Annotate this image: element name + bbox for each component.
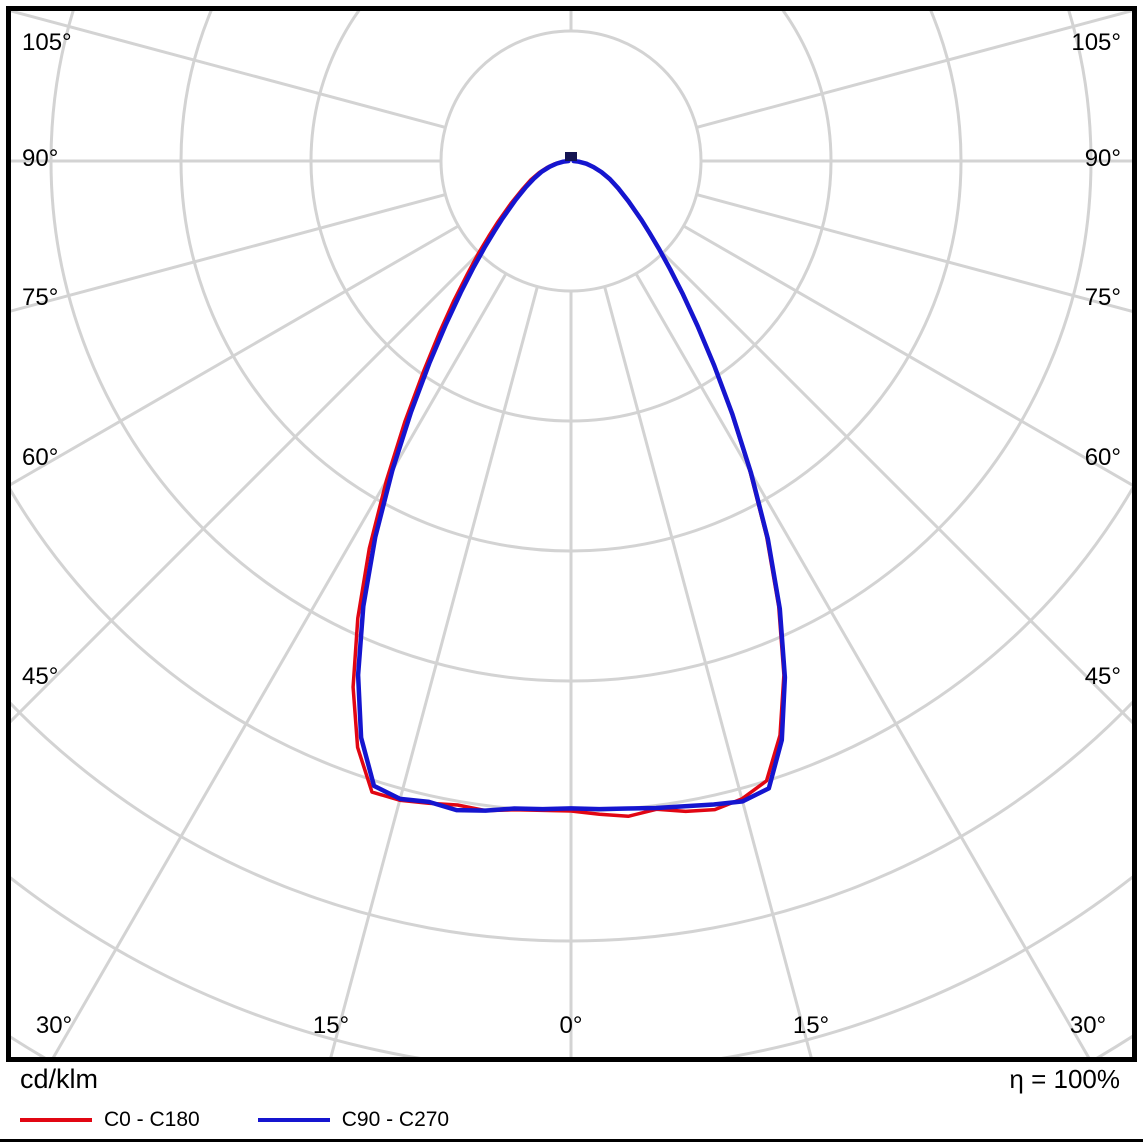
peak-marker bbox=[565, 152, 577, 161]
units-label: cd/klm bbox=[20, 1064, 99, 1094]
legend-bar: cd/klm η = 100% C0 - C180 C90 - C270 bbox=[0, 1062, 1143, 1143]
grid-angle-line bbox=[11, 193, 446, 313]
grid-angle-line bbox=[682, 224, 1132, 487]
legend: C0 - C180 C90 - C270 bbox=[20, 1108, 507, 1132]
grid-angle-line bbox=[11, 251, 481, 724]
angle-label-left: 75° bbox=[22, 284, 58, 311]
grid-angle-line bbox=[329, 286, 539, 1057]
grid-angle-line bbox=[11, 224, 460, 487]
bottom-rule bbox=[0, 1139, 1143, 1142]
grid-angle-line bbox=[51, 272, 508, 1057]
grid-angle-line bbox=[661, 251, 1132, 725]
angle-label-left: 105° bbox=[22, 29, 72, 56]
efficiency-label: η = 100% bbox=[1009, 1064, 1120, 1094]
grid-angle-line bbox=[11, 11, 446, 129]
angle-label-right: 105° bbox=[1071, 29, 1121, 56]
angle-label-left: 60° bbox=[22, 444, 58, 471]
polar-plot-frame: 105° 90° 75° 60° 45° 105° 90° 75° 60° 45° 30° 15° 0°… bbox=[6, 6, 1137, 1062]
grid-angle-line bbox=[603, 286, 813, 1057]
grid-angle-line bbox=[696, 193, 1132, 313]
angle-label-bottom: 15° bbox=[793, 1012, 829, 1039]
angle-label-right: 75° bbox=[1085, 284, 1121, 311]
legend-label-c90-c270: C90 - C270 bbox=[341, 1108, 450, 1131]
angle-label-bottom: 30° bbox=[36, 1012, 72, 1039]
legend-label-c0-c180: C0 - C180 bbox=[104, 1108, 200, 1131]
angle-label-right: 45° bbox=[1085, 663, 1121, 690]
angle-label-left: 45° bbox=[22, 663, 58, 690]
series-curve-c90-c270 bbox=[355, 158, 788, 813]
angle-label-right: 90° bbox=[1085, 145, 1121, 172]
angle-label-bottom: 0° bbox=[560, 1012, 583, 1039]
angle-label-bottom: 30° bbox=[1070, 1012, 1106, 1039]
angle-label-right: 60° bbox=[1085, 444, 1121, 471]
legend-swatch-c90-c270 bbox=[257, 1118, 330, 1122]
polar-chart: 105° 90° 75° 60° 45° 105° 90° 75° 60° 45° 30° 15° 0°… bbox=[11, 11, 1132, 1057]
angle-label-bottom: 15° bbox=[313, 1012, 349, 1039]
grid-angle-line bbox=[634, 272, 1091, 1057]
grid-angle-line bbox=[696, 11, 1132, 129]
legend-swatch-c0-c180 bbox=[20, 1118, 92, 1122]
angle-label-left: 90° bbox=[22, 145, 58, 172]
